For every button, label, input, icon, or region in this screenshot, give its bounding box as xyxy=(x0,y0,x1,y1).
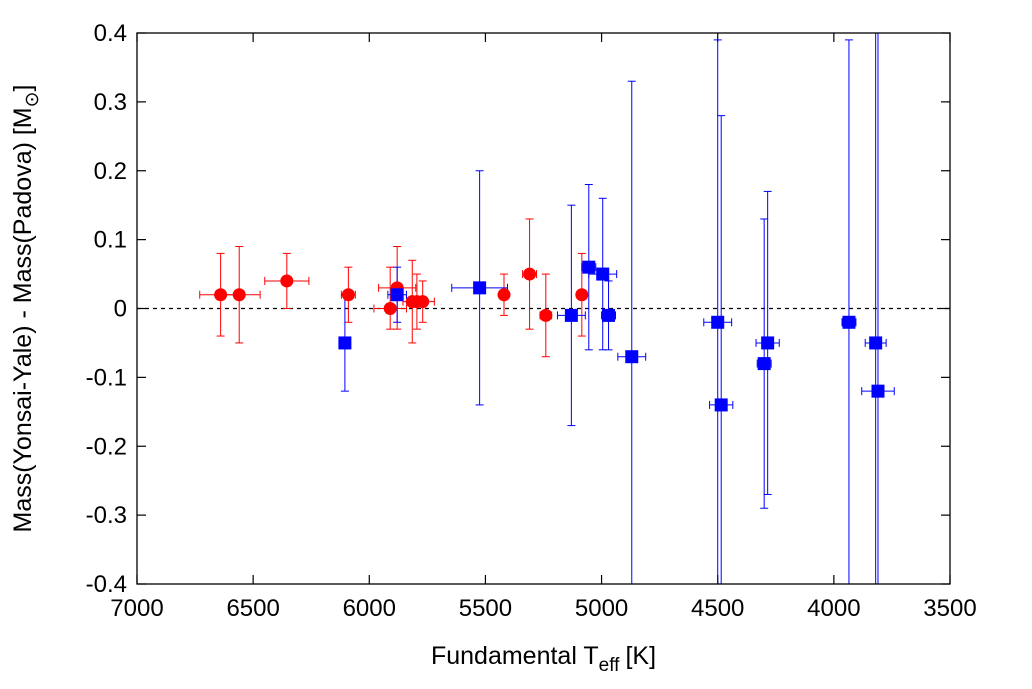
data-point-square xyxy=(602,308,616,322)
y-tick-label: 0 xyxy=(114,296,127,323)
data-point-square xyxy=(473,281,487,295)
data-point-square xyxy=(582,260,596,274)
x-tick-label: 5500 xyxy=(459,595,512,622)
x-tick-label: 6000 xyxy=(343,595,396,622)
x-tick-label: 7000 xyxy=(110,595,163,622)
y-tick-label: -0.3 xyxy=(86,502,127,529)
data-point-circle xyxy=(416,295,430,309)
data-point-square xyxy=(869,336,883,350)
y-tick-label: -0.1 xyxy=(86,364,127,391)
data-point-square xyxy=(564,308,578,322)
y-tick-label: -0.2 xyxy=(86,433,127,460)
axis-tick-labels: 7000 6500 6000 5500 5000 4500 4000 3500 0.4 0.3 0.… xyxy=(86,20,977,622)
x-axis-title-main: Fundamental T xyxy=(431,642,599,670)
data-point-square xyxy=(338,336,352,350)
error-bar xyxy=(617,80,647,584)
y-axis-title-tail: ] xyxy=(9,84,37,91)
y-tick-label: 0.3 xyxy=(94,89,127,116)
data-point-circle xyxy=(497,288,511,302)
data-point-square xyxy=(757,357,771,371)
data-point-circle xyxy=(523,267,537,281)
data-point-circle xyxy=(232,288,246,302)
data-point-circle xyxy=(280,274,294,288)
x-tick-label: 3500 xyxy=(923,595,976,622)
x-tick-label: 6500 xyxy=(226,595,279,622)
data-point-square xyxy=(871,384,885,398)
y-axis-title: Mass(Yonsai-Yale) - Mass(Padova) [M⊙] xyxy=(9,84,43,532)
y-tick-label: 0.4 xyxy=(94,20,127,47)
x-tick-label: 5000 xyxy=(575,595,628,622)
data-point-square xyxy=(625,350,639,364)
error-bar xyxy=(709,115,734,584)
y-axis-title-sub: ⊙ xyxy=(22,91,43,107)
data-point-square xyxy=(842,315,856,329)
x-tick-label: 4500 xyxy=(691,595,744,622)
y-tick-label: 0.2 xyxy=(94,158,127,185)
plot-frame xyxy=(136,32,951,585)
y-tick-label: -0.4 xyxy=(86,571,127,598)
y-tick-label: 0.1 xyxy=(94,227,127,254)
data-point-circle xyxy=(575,288,589,302)
x-axis-title-sub: eff xyxy=(599,655,621,676)
data-points xyxy=(214,260,885,412)
data-point-circle xyxy=(539,308,553,322)
data-point-circle xyxy=(341,288,355,302)
data-point-circle xyxy=(383,302,397,315)
x-axis-title-unit: [K] xyxy=(625,642,656,670)
x-tick-label: 4000 xyxy=(807,595,860,622)
x-axis-title: Fundamental Teff [K] xyxy=(431,642,656,676)
error-bar xyxy=(703,39,733,584)
error-bar xyxy=(841,39,857,584)
data-point-square xyxy=(714,398,728,412)
data-point-square xyxy=(761,336,775,350)
data-point-circle xyxy=(214,288,228,302)
data-point-square xyxy=(711,315,725,329)
y-axis-title-main: Mass(Yonsai-Yale) - Mass(Padova) [M xyxy=(9,107,37,532)
data-point-square xyxy=(596,267,610,281)
data-point-square xyxy=(390,288,404,302)
